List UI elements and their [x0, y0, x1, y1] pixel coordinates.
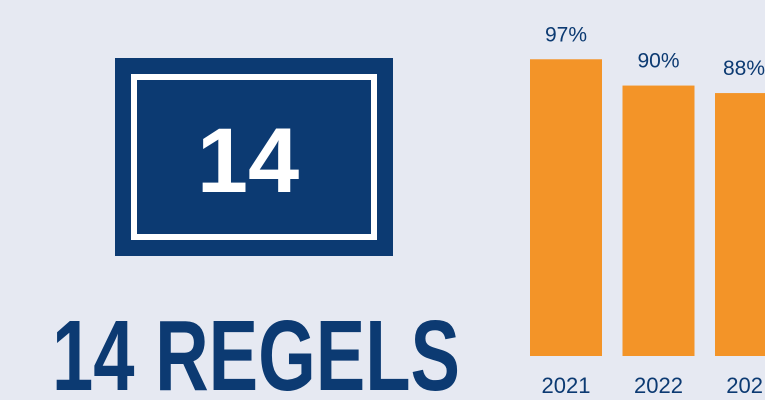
x-tick-label: 2021	[542, 373, 591, 398]
headline: 14 REGELS	[52, 300, 460, 400]
badge-number: 14	[197, 110, 299, 212]
x-tick-label: 202	[726, 373, 763, 398]
bar	[530, 59, 602, 357]
badge	[115, 58, 393, 256]
badge-border	[131, 74, 377, 240]
value-label: 90%	[637, 50, 679, 73]
value-label: 97%	[545, 23, 587, 46]
value-label: 88%	[723, 57, 765, 80]
x-tick-label: 2022	[634, 373, 683, 398]
bar	[715, 93, 765, 356]
bar	[622, 85, 695, 356]
